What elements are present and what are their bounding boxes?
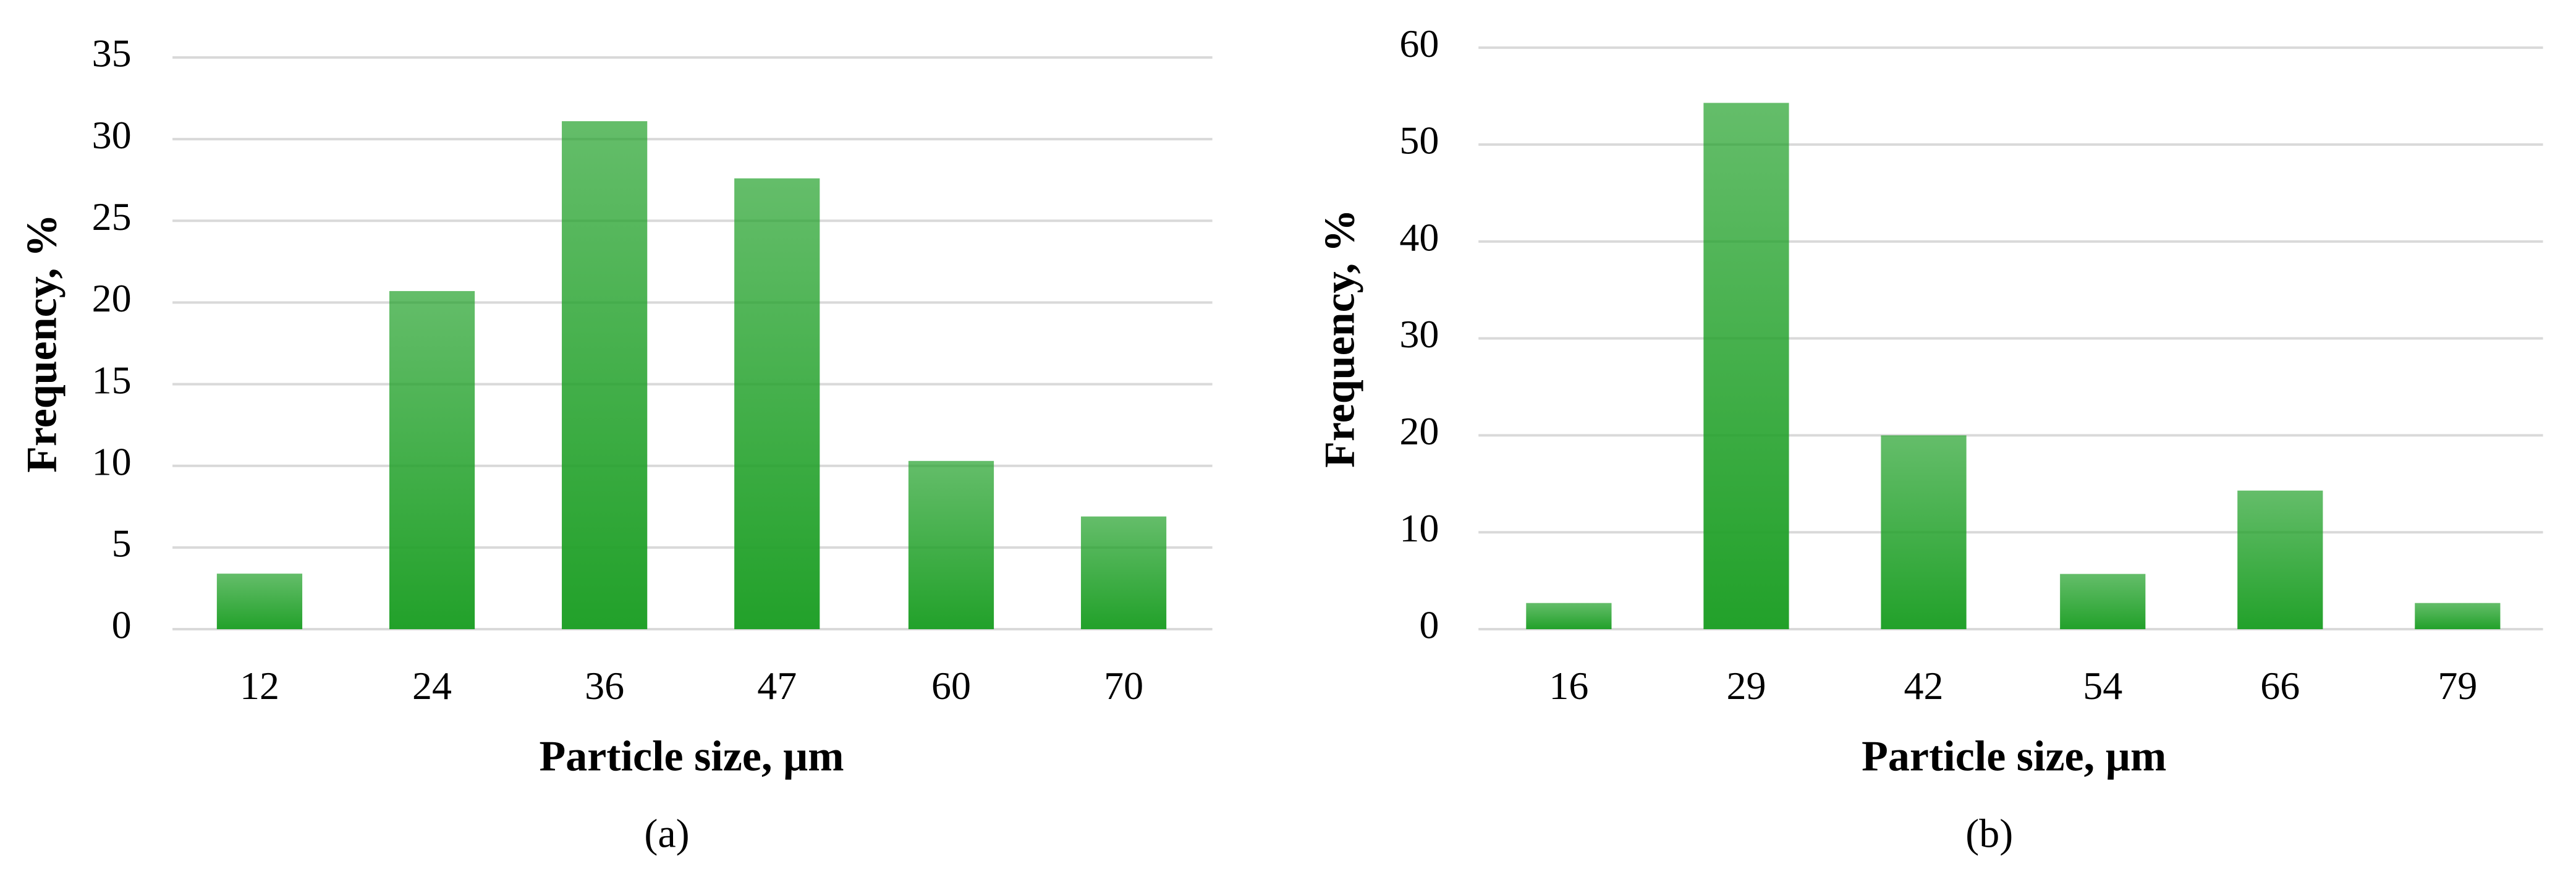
caption: (a)	[644, 811, 689, 857]
bar	[2415, 603, 2501, 630]
bar	[2060, 574, 2146, 630]
bar	[1703, 103, 1789, 630]
y-tick-label: 30	[92, 113, 132, 157]
x-tick-label: 60	[931, 664, 971, 708]
y-tick-label: 30	[1399, 312, 1439, 356]
y-tick-label: 5	[112, 522, 132, 566]
y-tick-label: 50	[1399, 119, 1439, 163]
x-tick-label: 12	[240, 664, 279, 708]
y-tick-label: 25	[92, 195, 132, 239]
y-tick-label: 0	[1419, 603, 1439, 647]
x-axis-title: Particle size, µm	[539, 733, 844, 781]
y-axis-title: Frequency, %	[18, 214, 66, 473]
bar	[908, 460, 994, 630]
y-tick-label: 10	[1399, 506, 1439, 550]
y-tick-label: 40	[1399, 215, 1439, 259]
x-tick-label: 54	[2083, 664, 2122, 708]
bar	[1526, 603, 1612, 630]
x-tick-label: 70	[1104, 664, 1143, 708]
y-tick-label: 60	[1399, 22, 1439, 66]
y-tick-label: 0	[112, 603, 132, 647]
y-tick-label: 20	[1399, 409, 1439, 453]
bar	[389, 290, 475, 630]
bar	[1080, 516, 1167, 630]
x-tick-label: 16	[1549, 664, 1588, 708]
y-tick-label: 15	[92, 358, 132, 402]
x-tick-label: 79	[2438, 664, 2477, 708]
bar	[2237, 490, 2323, 630]
x-tick-label: 36	[585, 664, 624, 708]
y-axis-title: Frequency, %	[1316, 209, 1363, 468]
x-tick-label: 66	[2260, 664, 2300, 708]
x-tick-label: 24	[412, 664, 452, 708]
y-tick-label: 20	[92, 276, 132, 320]
x-tick-label: 29	[1726, 664, 1766, 708]
y-tick-label: 35	[92, 32, 132, 75]
x-axis-title: Particle size, µm	[1862, 733, 2166, 781]
bar	[734, 178, 820, 630]
y-tick-label: 10	[92, 439, 132, 483]
caption: (b)	[1965, 811, 2013, 857]
x-tick-label: 42	[1904, 664, 1944, 708]
bar	[562, 121, 648, 630]
bar	[216, 574, 303, 630]
bar	[1881, 435, 1967, 630]
x-tick-label: 47	[757, 664, 797, 708]
